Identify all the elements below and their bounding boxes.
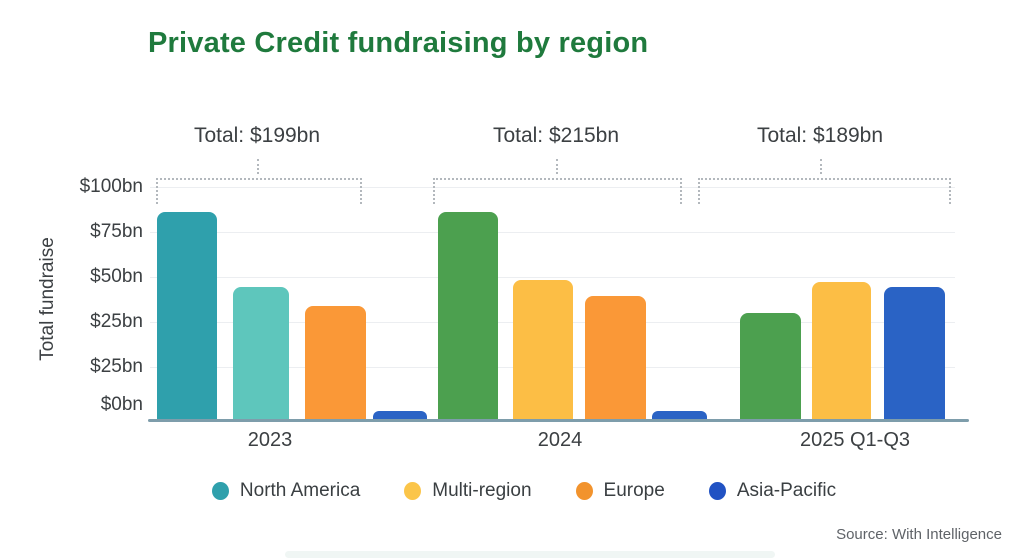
legend-marker-icon (708, 482, 726, 500)
legend-label: Multi-region (432, 480, 532, 501)
gridline (150, 277, 955, 278)
total-label: Total: $189bn (756, 124, 884, 147)
x-axis-label: 2024 (537, 429, 583, 451)
gridline (150, 187, 955, 188)
y-axis-tick: $100bn (79, 176, 143, 197)
legend: North America Multi-region Europe Asia-Paci… (12, 480, 1024, 502)
bar-2023-asia-pacific (373, 411, 427, 421)
bar-2024-asia-pacific (652, 411, 707, 421)
legend-marker-icon (211, 482, 229, 500)
bottom-strip (285, 551, 775, 558)
bar-2024-north-america (438, 212, 498, 421)
total-bracket-stub (820, 159, 822, 174)
legend-item-europe: Europe (575, 480, 665, 502)
legend-marker-icon (404, 482, 422, 500)
total-bracket-stub (257, 159, 259, 174)
x-axis-label: 2025 Q1-Q3 (799, 429, 911, 451)
page-title: Private Credit fundraising by region (148, 27, 649, 59)
bar-2025-q1-q3-north-america (740, 312, 801, 421)
total-bracket (433, 178, 682, 204)
bar-2023-europe (305, 305, 366, 421)
y-axis-title: Total fundraise (37, 237, 58, 361)
legend-item-multi-region: Multi-region (404, 480, 532, 502)
y-axis-tick: $25bn (90, 311, 143, 332)
legend-label: North America (239, 480, 361, 501)
bar-2024-multi-region (513, 280, 573, 421)
total-bracket-stub (556, 159, 558, 174)
x-axis-label: 2023 (247, 429, 293, 451)
y-axis-tick: $75bn (90, 221, 143, 242)
total-label: Total: $199bn (193, 124, 321, 147)
bar-2023-multi-region (233, 287, 289, 421)
bar-2025-q1-q3-multi-region (812, 282, 871, 421)
legend-item-north-america: North America (211, 480, 361, 502)
total-bracket (698, 178, 951, 204)
y-axis-tick: $25bn (90, 356, 143, 377)
legend-item-asia-pacific: Asia-Pacific (708, 480, 837, 502)
legend-label: Europe (603, 480, 665, 501)
bar-2024-europe (585, 296, 646, 421)
legend-marker-icon (575, 482, 593, 500)
x-axis-line (148, 419, 969, 422)
y-axis-tick: $50bn (90, 266, 143, 287)
y-axis-tick: $0bn (100, 394, 143, 415)
legend-label: Asia-Pacific (736, 480, 837, 501)
source-text: Source: With Intelligence (836, 526, 1002, 543)
bar-2025-q1-q3-asia-pacific (884, 287, 945, 421)
total-bracket (156, 178, 362, 204)
total-label: Total: $215bn (492, 124, 620, 147)
gridline (150, 232, 955, 233)
bar-2023-north-america (157, 212, 217, 421)
